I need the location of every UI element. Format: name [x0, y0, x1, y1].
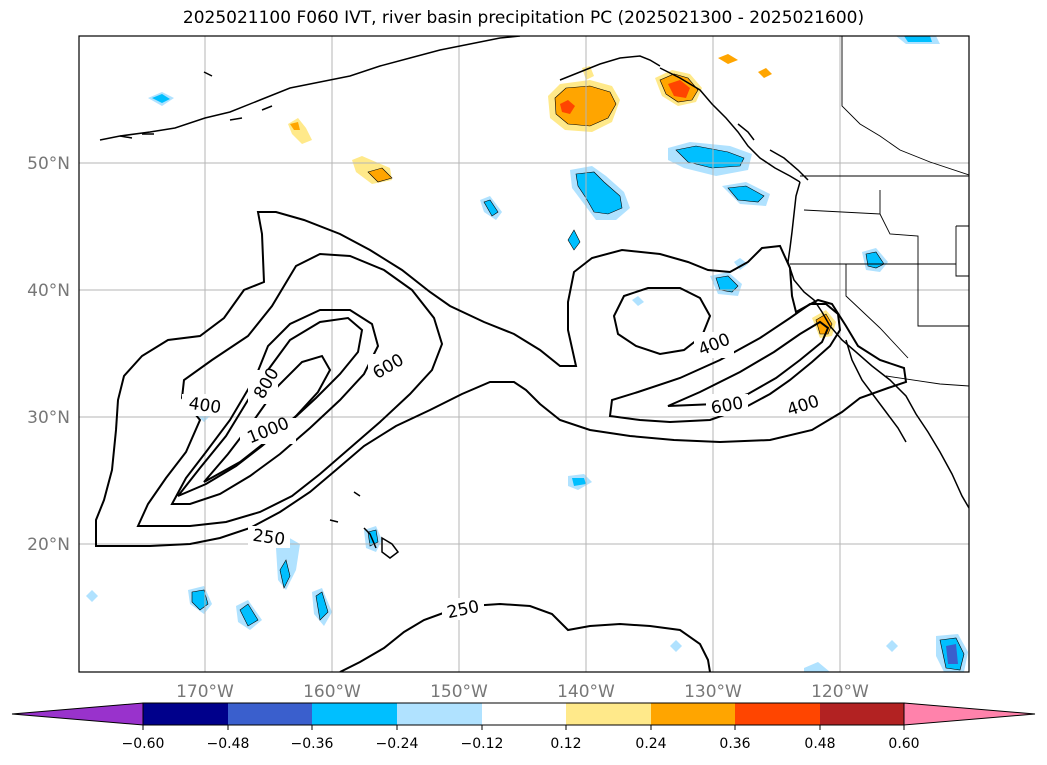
colorbar-tick-label: −0.48 — [207, 736, 250, 752]
precip-patch-alaska-red — [560, 100, 575, 114]
map-title: 2025021100 F060 IVT, river basin precipi… — [182, 8, 865, 28]
ivt-contour-250-north — [95, 211, 908, 547]
precip-patch-small-orange-1 — [290, 122, 300, 130]
colorbar-tick-label: −0.12 — [461, 736, 504, 752]
colorbar-segment — [312, 703, 397, 725]
lon-label: 160°W — [303, 682, 361, 702]
contour-label: 400 — [187, 394, 222, 418]
contour-labels: 400 800 1000 600 400 600 400 250 250 — [182, 330, 824, 623]
ivt-contour-400-east-inner — [612, 287, 712, 356]
colorbar-tick-label: 0.12 — [550, 736, 581, 752]
colorbar-tick-label: 0.48 — [804, 736, 835, 752]
colorbar-tick-label: −0.24 — [376, 736, 419, 752]
longitude-labels: 170°W 160°W 150°W 140°W 130°W 120°W — [176, 682, 869, 702]
map-plot-area: 400 800 1000 600 400 600 400 250 250 — [79, 36, 969, 672]
precip-patch-blue-small-3-core — [715, 275, 739, 293]
precip-patch-blue-small-5-core — [572, 478, 586, 486]
precip-patch-blue-south-1-core — [191, 589, 209, 611]
lon-label: 130°W — [684, 682, 742, 702]
precip-patch-blue-south-2-core — [239, 603, 259, 627]
latitude-labels: 50°N 40°N 30°N 20°N — [27, 154, 70, 555]
precip-patch-blue-bottom — [804, 662, 830, 672]
precip-patch-blue-tiny-6 — [734, 258, 748, 270]
colorbar-outline — [142, 702, 905, 726]
coast-aleutians-tail — [119, 71, 273, 139]
coast-alaska — [99, 36, 521, 141]
colorbar-extend-right — [903, 702, 1036, 726]
colorbar-tick-label: 0.24 — [635, 736, 666, 752]
precip-patch-blue-small-1-core — [483, 199, 499, 217]
colorbar-segment — [397, 703, 482, 725]
precip-patch-blue-small-2 — [567, 229, 581, 251]
precip-patch-central-blue-core — [575, 171, 623, 215]
colorbar-segment — [228, 703, 312, 725]
political-borders — [790, 36, 969, 387]
border-state-id — [955, 225, 969, 277]
precip-patch-small-orange-2 — [367, 167, 393, 183]
lat-label: 20°N — [27, 535, 70, 555]
border-us-mexico — [885, 375, 969, 387]
precip-patch-blue-tiny-5 — [632, 296, 644, 306]
coast-baja — [845, 339, 907, 443]
colorbar-segment — [566, 703, 651, 725]
colorbar-tick-label: 0.60 — [888, 736, 919, 752]
colorbar-segment — [143, 703, 228, 725]
precip-patch-blue-se-deep — [946, 644, 958, 664]
precip-patch-blue-south-3-core — [315, 591, 329, 621]
precip-patch-blue-tiny-4 — [886, 640, 898, 652]
colorbar-ticks — [142, 725, 905, 730]
precip-patch-blue-tiny-3 — [670, 640, 682, 652]
coast-north-america — [787, 181, 969, 509]
coast-alaska-south — [559, 55, 661, 81]
precip-patch-blue-small-4-core — [152, 94, 170, 103]
coast-islands-1 — [737, 123, 755, 141]
colorbar-segment — [651, 703, 735, 725]
border-state-nv — [879, 213, 969, 327]
precip-patch-blue-hawaii-west-core — [279, 559, 291, 589]
colorbar: −0.60 −0.48 −0.36 −0.24 −0.12 0.12 0.24 … — [11, 702, 1036, 752]
coastlines — [99, 36, 969, 559]
ivt-contour-600-west — [170, 309, 380, 505]
colorbar-tick-label: −0.60 — [122, 736, 165, 752]
precip-patch-bc-red — [668, 80, 690, 98]
lat-label: 50°N — [27, 154, 70, 174]
lon-label: 140°W — [557, 682, 615, 702]
coast-vancouver-island — [769, 149, 809, 181]
colorbar-tick-label: −0.36 — [291, 736, 334, 752]
lon-label: 120°W — [811, 682, 869, 702]
colorbar-segment — [482, 703, 566, 725]
colorbar-extend-left — [11, 702, 144, 726]
colorbar-segment — [820, 703, 904, 725]
coast-hawaii — [329, 491, 400, 559]
map-frame — [78, 35, 970, 673]
precip-patch-small-orange-3 — [718, 54, 738, 64]
lon-label: 170°W — [176, 682, 234, 702]
precip-patch-small-orange-4 — [758, 68, 772, 78]
precip-patch-blue-ne-core — [904, 36, 932, 42]
precip-patch-blue-tiny-1 — [86, 590, 98, 602]
contour-label: 250 — [251, 526, 286, 550]
coast-bc-panhandle — [659, 67, 801, 183]
ivt-contour-250-south — [339, 602, 711, 672]
lat-label: 30°N — [27, 408, 70, 428]
colorbar-segment — [735, 703, 820, 725]
lon-label: 150°W — [430, 682, 488, 702]
border-canada-alaska — [841, 36, 969, 176]
ivt-contour-400-east — [608, 303, 842, 424]
border-state-ca-nv — [845, 264, 909, 359]
colorbar-tick-label: 0.36 — [719, 736, 750, 752]
lat-label: 40°N — [27, 281, 70, 301]
precip-patch-oregon-blue-core — [727, 185, 765, 203]
